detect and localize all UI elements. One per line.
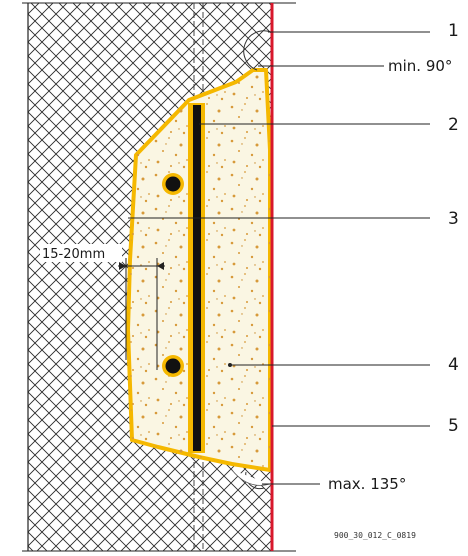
dim-arrow-left [119, 262, 126, 270]
angle-arc-bottom [245, 471, 265, 490]
callout-4: 4 [448, 355, 459, 375]
profile-core [193, 105, 201, 451]
callout-1: 1 [448, 21, 459, 41]
callout-5: 5 [448, 416, 459, 436]
dim-label-bg [40, 244, 122, 262]
dowel-lower-core [165, 358, 181, 374]
angle-arc-top [243, 30, 272, 71]
leader-4-dot [228, 363, 232, 367]
drawing-code: 900_30_012_C_0819 [334, 531, 416, 540]
callout-5-note: max. 135° [328, 475, 406, 493]
callout-3: 3 [448, 209, 459, 229]
callout-2: 2 [448, 115, 459, 135]
callout-1-note: min. 90° [388, 57, 452, 75]
dowel-upper-core [165, 176, 181, 192]
dim-arrow-right [157, 262, 164, 270]
dimension-label: 15-20mm [42, 247, 105, 262]
gap-bulge-bottom [231, 469, 271, 486]
